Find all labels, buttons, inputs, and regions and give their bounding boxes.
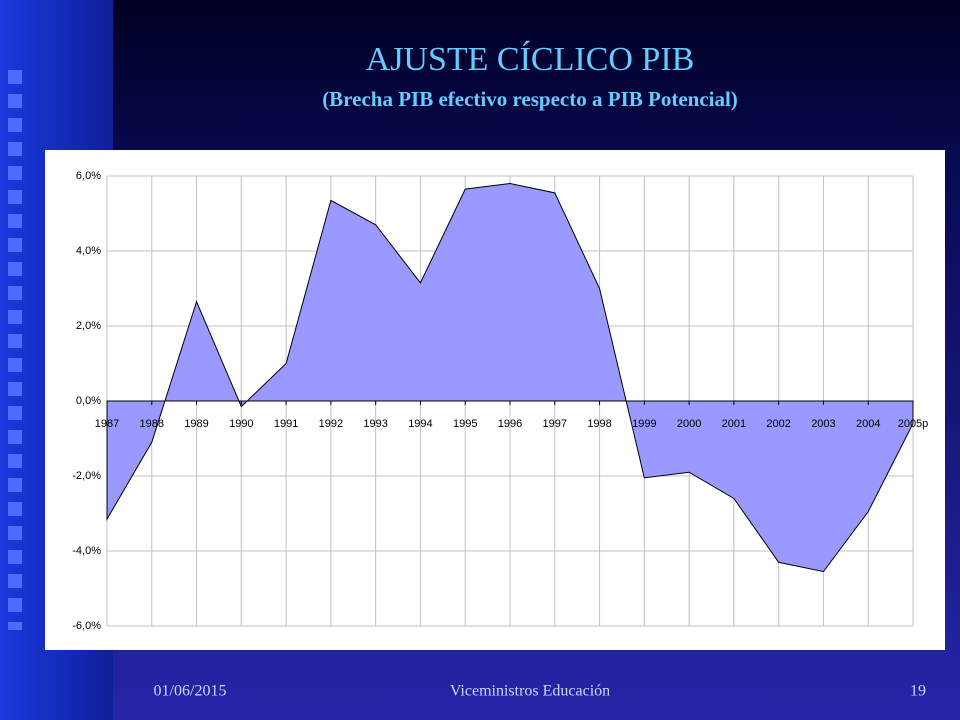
x-tick-label: 2004 <box>856 418 880 430</box>
x-tick-label: 1996 <box>498 418 522 430</box>
y-tick-label: -4,0% <box>72 545 101 557</box>
x-tick-label: 2001 <box>722 418 746 430</box>
x-tick-label: 1999 <box>632 418 656 430</box>
x-tick-label: 1995 <box>453 418 477 430</box>
footer-text: Viceministros Educación <box>450 683 610 700</box>
y-tick-label: 2,0% <box>76 320 101 332</box>
x-tick-label: 2000 <box>677 418 701 430</box>
side-squares <box>8 70 22 630</box>
y-tick-label: 6,0% <box>76 170 101 182</box>
title: AJUSTE CÍCLICO PIB <box>366 41 695 78</box>
y-tick-label: 4,0% <box>76 245 101 257</box>
x-tick-label: 2003 <box>811 418 835 430</box>
x-tick-label: 1991 <box>274 418 298 430</box>
x-tick-label: 1988 <box>140 418 164 430</box>
y-tick-label: 0,0% <box>76 395 101 407</box>
x-tick-label: 2002 <box>766 418 790 430</box>
x-tick-label: 2005p <box>898 418 929 430</box>
x-tick-label: 1998 <box>587 418 611 430</box>
footer-date: 01/06/2015 <box>154 683 227 700</box>
x-tick-label: 1993 <box>363 418 387 430</box>
x-tick-label: 1994 <box>408 418 432 430</box>
plot: 6,0% 4,0% 2,0% 0,0% -2,0% -4,0% -6,0% 1987 1988 1… <box>72 170 928 632</box>
subtitle: (Brecha PIB efectivo respecto a PIB Pote… <box>322 87 738 111</box>
x-tick-label: 1989 <box>184 418 208 430</box>
x-tick-label: 1987 <box>95 418 119 430</box>
footer-page: 19 <box>910 683 926 700</box>
x-tick-label: 1992 <box>319 418 343 430</box>
y-tick-label: -2,0% <box>72 470 101 482</box>
x-tick-label: 1990 <box>229 418 253 430</box>
y-tick-label: -6,0% <box>72 620 101 632</box>
area <box>106 182 914 573</box>
x-tick-label: 1997 <box>543 418 567 430</box>
